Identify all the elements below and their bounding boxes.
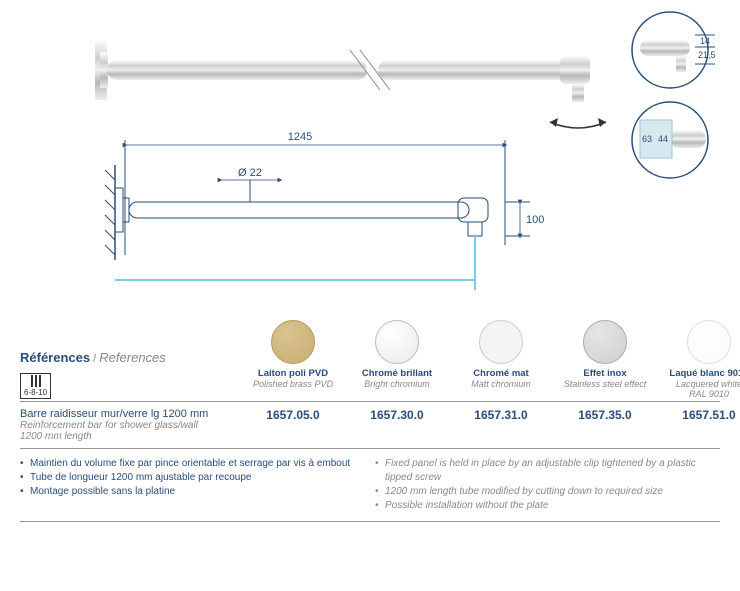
ref-title-en: References [99, 350, 165, 365]
finish-4: Laqué blanc 9010Lacquered white RAL 9010 [666, 320, 740, 399]
finish-3: Effet inoxStainless steel effect [562, 320, 648, 399]
references-title-block: Références / References 6-8-10 [20, 320, 220, 399]
finish-swatch [375, 320, 419, 364]
finish-name-en: Bright chromium [354, 379, 440, 389]
finish-swatch [479, 320, 523, 364]
ref-code-4: 1657.51.0 [666, 408, 740, 442]
references-section: Références / References 6-8-10 Laiton po… [20, 320, 720, 522]
finish-2: Chromé matMatt chromium [458, 320, 544, 399]
detail-top-inset: 14 21,5 [632, 12, 716, 88]
finish-swatch [583, 320, 627, 364]
finish-name-en: Polished brass PVD [250, 379, 336, 389]
dim-14: 14 [700, 36, 710, 46]
finish-0: Laiton poli PVDPolished brass PVD [250, 320, 336, 399]
ref-code-0: 1657.05.0 [250, 408, 336, 442]
notes-section: Maintien du volume fixe par pince orient… [20, 449, 720, 522]
note-en: 1200 mm length tube modified by cutting … [375, 485, 720, 499]
product-desc-fr: Barre raidisseur mur/verre lg 1200 mm [20, 408, 220, 420]
bar-render [95, 40, 606, 128]
finish-name-fr: Laiton poli PVD [250, 368, 336, 379]
ref-code-1: 1657.30.0 [354, 408, 440, 442]
note-fr: Tube de longueur 1200 mm ajustable par r… [20, 471, 365, 485]
finish-name-fr: Laqué blanc 9010 [666, 368, 740, 379]
finish-name-fr: Chromé mat [458, 368, 544, 379]
finish-name-fr: Chromé brillant [354, 368, 440, 379]
product-row: Barre raidisseur mur/verre lg 1200 mm Re… [20, 402, 720, 449]
finish-swatch [271, 320, 315, 364]
finish-name-en: Lacquered white RAL 9010 [666, 379, 740, 399]
finish-name-en: Matt chromium [458, 379, 544, 389]
dim-1245: 1245 [288, 131, 312, 143]
dim-63: 63 [642, 134, 652, 144]
dim-o22: Ø 22 [238, 167, 262, 179]
dim-44: 44 [658, 134, 668, 144]
ref-code-3: 1657.35.0 [562, 408, 648, 442]
product-codes: 1657.05.0 1657.30.0 1657.31.0 1657.35.0 1657… [250, 408, 740, 442]
note-fr: Montage possible sans la platine [20, 485, 365, 499]
finish-name-en: Stainless steel effect [562, 379, 648, 389]
dimension-drawing: 1245 Ø 22 [105, 131, 544, 290]
glass-thickness-icon: 6-8-10 [20, 373, 51, 399]
finish-swatch [687, 320, 731, 364]
note-fr: Maintien du volume fixe par pince orient… [20, 457, 365, 471]
finish-1: Chromé brillantBright chromium [354, 320, 440, 399]
ref-title-fr: Références [20, 350, 90, 365]
dim-100: 100 [526, 214, 544, 226]
detail-side-inset: 63 44 [632, 102, 708, 178]
note-en: Fixed panel is held in place by an adjus… [375, 457, 720, 485]
dim-21-5: 21,5 [698, 50, 716, 60]
note-en: Possible installation without the plate [375, 499, 720, 513]
finishes-row: Laiton poli PVDPolished brass PVDChromé … [250, 320, 740, 399]
notes-fr: Maintien du volume fixe par pince orient… [20, 457, 365, 513]
product-desc-en: Reinforcement bar for shower glass/wall … [20, 420, 220, 442]
ref-code-2: 1657.31.0 [458, 408, 544, 442]
technical-diagram: 14 21,5 63 44 1245 [20, 10, 720, 310]
notes-en: Fixed panel is held in place by an adjus… [375, 457, 720, 513]
finish-name-fr: Effet inox [562, 368, 648, 379]
